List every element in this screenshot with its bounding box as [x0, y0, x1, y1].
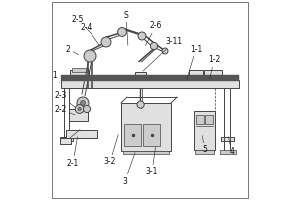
Text: 1-2: 1-2 [208, 55, 220, 79]
Bar [61, 80, 239, 88]
Bar [194, 111, 215, 150]
Circle shape [84, 50, 96, 62]
Bar [124, 124, 141, 146]
Text: 3-2: 3-2 [104, 135, 118, 166]
Text: 4: 4 [229, 137, 234, 156]
Text: 1: 1 [52, 72, 60, 83]
Bar [221, 137, 234, 141]
Bar [69, 109, 88, 121]
Text: 2-5: 2-5 [72, 16, 92, 34]
Bar [61, 75, 239, 81]
Bar [135, 72, 146, 80]
Bar [220, 150, 236, 154]
Circle shape [150, 42, 158, 50]
Bar [72, 68, 88, 72]
Text: S: S [124, 10, 128, 45]
Circle shape [83, 105, 91, 113]
Text: 2-2: 2-2 [54, 104, 75, 115]
Bar [121, 103, 171, 151]
Circle shape [138, 32, 146, 40]
Bar [204, 70, 222, 80]
Text: 1-1: 1-1 [187, 45, 202, 79]
Circle shape [78, 107, 81, 111]
Circle shape [77, 97, 89, 109]
Circle shape [137, 101, 144, 108]
Bar [195, 150, 214, 154]
Text: 3-11: 3-11 [143, 38, 183, 71]
Text: 2-3: 2-3 [54, 92, 75, 107]
Text: 5: 5 [202, 136, 207, 154]
Bar [189, 70, 203, 80]
Bar [60, 138, 71, 144]
Text: 3-1: 3-1 [146, 147, 158, 176]
Text: 2-6: 2-6 [145, 21, 162, 46]
Circle shape [75, 105, 84, 113]
Circle shape [118, 28, 126, 36]
Circle shape [101, 37, 111, 47]
Text: 2-1: 2-1 [67, 137, 79, 168]
Text: 3: 3 [123, 153, 135, 186]
Circle shape [81, 101, 85, 105]
Bar [205, 115, 213, 124]
Bar [60, 137, 73, 141]
Text: 2: 2 [66, 45, 79, 55]
Bar [70, 70, 89, 80]
Circle shape [162, 48, 168, 54]
Bar [66, 130, 98, 138]
Text: 2-4: 2-4 [81, 23, 99, 46]
Bar [196, 115, 204, 124]
Bar [123, 151, 169, 154]
Bar [143, 124, 160, 146]
